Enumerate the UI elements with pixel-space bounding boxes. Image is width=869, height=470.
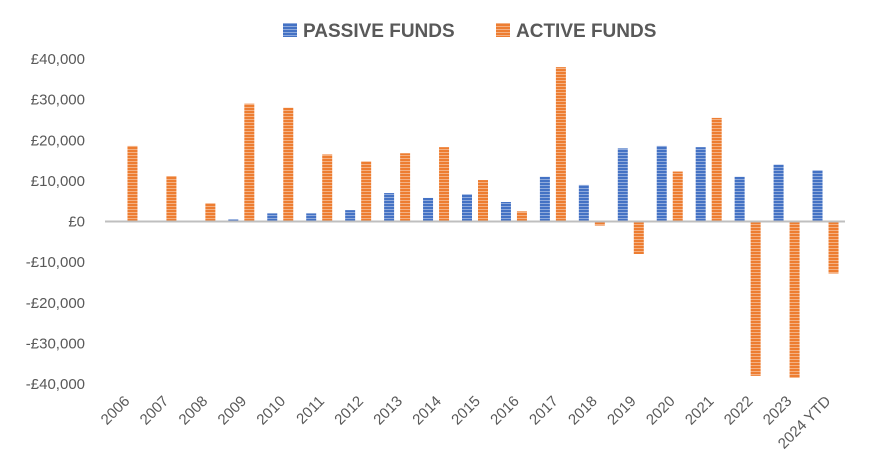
bar-passive-2015 [462, 194, 472, 222]
bar-passive-2012 [345, 210, 356, 222]
bar-passive-2023 [773, 164, 784, 222]
bar-active-2009 [244, 103, 255, 222]
y-axis: £40,000 £30,000 £20,000 £10,000 £0 -£10,000 -£… [26, 51, 85, 393]
bar-active-2021 [711, 117, 722, 222]
bar-active-2024-ytd [828, 221, 839, 274]
y-tick-label: £40,000 [31, 51, 85, 68]
y-tick-label: £20,000 [31, 132, 85, 149]
bar-active-2017 [555, 67, 566, 222]
x-tick-label: 2011 [293, 393, 328, 428]
bar-active-2007 [166, 176, 177, 222]
bar-active-2022 [750, 221, 761, 376]
x-tick-label: 2010 [253, 393, 289, 429]
x-axis: 2006 2007 2008 2009 2010 2011 2012 2013 2014 2015… [98, 393, 835, 453]
y-tick-label: -£30,000 [26, 335, 85, 352]
legend-label-active: ACTIVE FUNDS [516, 21, 656, 42]
bar-passive-2019 [617, 148, 628, 222]
x-tick-label: 2008 [176, 393, 212, 429]
y-tick-label: -£10,000 [26, 254, 85, 271]
x-tick-label: 2022 [721, 393, 757, 429]
legend-item-active: ACTIVE FUNDS [496, 21, 656, 42]
bar-active-2011 [322, 154, 333, 222]
legend-swatch-passive [283, 23, 297, 37]
y-tick-label: £0 [68, 214, 85, 231]
bar-active-2023 [789, 221, 800, 378]
legend-item-passive: PASSIVE FUNDS [283, 21, 455, 42]
bar-passive-2024-ytd [812, 170, 823, 222]
bar-passive-2018 [578, 184, 589, 222]
legend-swatch-active [496, 23, 510, 37]
bar-passive-2014 [423, 197, 434, 222]
x-tick-label: 2015 [448, 393, 484, 429]
bar-active-2012 [361, 161, 372, 222]
bar-passive-2020 [656, 145, 667, 222]
x-tick-label: 2017 [526, 393, 562, 429]
bar-active-2019 [633, 221, 644, 254]
bar-active-2015 [478, 180, 488, 222]
bar-passive-2017 [539, 176, 550, 222]
legend: PASSIVE FUNDS ACTIVE FUNDS [283, 21, 656, 42]
bar-active-2016 [516, 211, 527, 222]
bar-passive-2011 [306, 213, 317, 222]
x-tick-label: 2019 [604, 393, 640, 429]
bar-passive-2013 [384, 193, 395, 222]
bars [127, 67, 839, 378]
bar-passive-2016 [500, 202, 511, 222]
bar-active-2008 [205, 203, 216, 222]
x-tick-label: 2023 [760, 393, 796, 429]
x-tick-label: 2020 [643, 393, 679, 429]
x-tick-label: 2021 [682, 393, 718, 429]
bar-passive-2021 [695, 147, 706, 222]
bar-active-2020 [672, 171, 683, 222]
x-tick-label: 2013 [370, 393, 406, 429]
bar-passive-2010 [267, 213, 278, 222]
bar-active-2018 [594, 221, 605, 226]
legend-label-passive: PASSIVE FUNDS [303, 21, 455, 42]
bar-active-2014 [439, 147, 450, 222]
bar-passive-2022 [734, 176, 745, 222]
bar-passive-2009 [228, 219, 239, 222]
x-tick-label: 2014 [409, 393, 445, 429]
bar-active-2006 [127, 145, 138, 222]
x-tick-label: 2012 [331, 393, 367, 429]
y-tick-label: -£20,000 [26, 295, 85, 312]
y-tick-label: £10,000 [31, 173, 85, 190]
bar-active-2013 [400, 153, 411, 222]
x-tick-label: 2016 [487, 393, 523, 429]
y-tick-label: £30,000 [31, 92, 85, 109]
x-tick-label: 2007 [137, 393, 173, 429]
x-tick-label: 2018 [565, 393, 601, 429]
bar-active-2010 [283, 107, 294, 222]
x-tick-label: 2006 [98, 393, 134, 429]
y-tick-label: -£40,000 [26, 376, 85, 393]
x-tick-label: 2009 [215, 393, 251, 429]
